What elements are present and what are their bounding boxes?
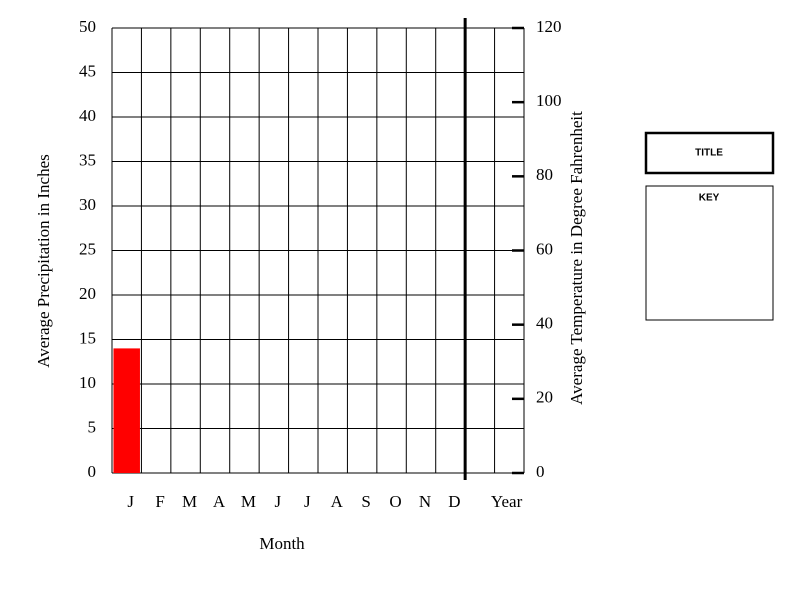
y-tick-label: 20 bbox=[79, 284, 96, 303]
x-tick-label: A bbox=[213, 492, 226, 511]
y-tick-label: 5 bbox=[88, 417, 97, 436]
title-box bbox=[644, 131, 775, 175]
key-box bbox=[645, 185, 774, 321]
y-tick-label: 15 bbox=[79, 328, 96, 347]
y-tick-label: 10 bbox=[79, 373, 96, 392]
y-tick-label: 50 bbox=[79, 17, 96, 36]
x-tick-label: J bbox=[275, 492, 282, 511]
x-tick-label: S bbox=[361, 492, 370, 511]
y2-tick-label: 0 bbox=[536, 462, 545, 481]
y-tick-label: 35 bbox=[79, 150, 96, 169]
x-tick-label: M bbox=[182, 492, 197, 511]
y2-tick-label: 20 bbox=[536, 388, 553, 407]
y-tick-label: 45 bbox=[79, 61, 96, 80]
y-axis-label: Average Precipitation in Inches bbox=[34, 154, 53, 368]
x-axis-label: Month bbox=[259, 534, 305, 553]
x-tick-label: Year bbox=[491, 492, 523, 511]
title-placeholder: TITLE bbox=[695, 148, 723, 159]
x-tick-label: A bbox=[331, 492, 344, 511]
y2-tick-label: 80 bbox=[536, 165, 553, 184]
y2-axis-label: Average Temperature in Degree Fahrenheit bbox=[567, 111, 586, 405]
y2-tick-label: 40 bbox=[536, 314, 553, 333]
x-tick-label: J bbox=[304, 492, 311, 511]
y2-tick-label: 60 bbox=[536, 239, 553, 258]
x-tick-label: O bbox=[389, 492, 401, 511]
x-tick-label: N bbox=[419, 492, 431, 511]
bar bbox=[113, 348, 140, 473]
x-tick-label: D bbox=[448, 492, 460, 511]
key-placeholder: KEY bbox=[699, 193, 720, 204]
y2-tick-label: 120 bbox=[536, 17, 562, 36]
y-tick-label: 40 bbox=[79, 106, 96, 125]
x-tick-label: F bbox=[155, 492, 164, 511]
x-tick-label: M bbox=[241, 492, 256, 511]
y2-tick-label: 100 bbox=[536, 91, 562, 110]
y-tick-label: 0 bbox=[88, 462, 97, 481]
y-tick-label: 30 bbox=[79, 195, 96, 214]
y-tick-label: 25 bbox=[79, 239, 96, 258]
x-tick-label: J bbox=[127, 492, 134, 511]
